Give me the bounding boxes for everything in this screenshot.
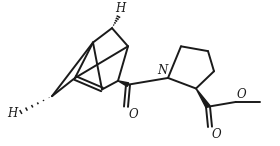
Text: O: O — [212, 128, 222, 141]
Text: N: N — [157, 64, 167, 77]
Polygon shape — [196, 88, 210, 108]
Polygon shape — [118, 81, 129, 86]
Text: H: H — [7, 107, 17, 120]
Text: H: H — [115, 2, 125, 15]
Text: O: O — [237, 88, 247, 101]
Text: O: O — [129, 108, 139, 121]
